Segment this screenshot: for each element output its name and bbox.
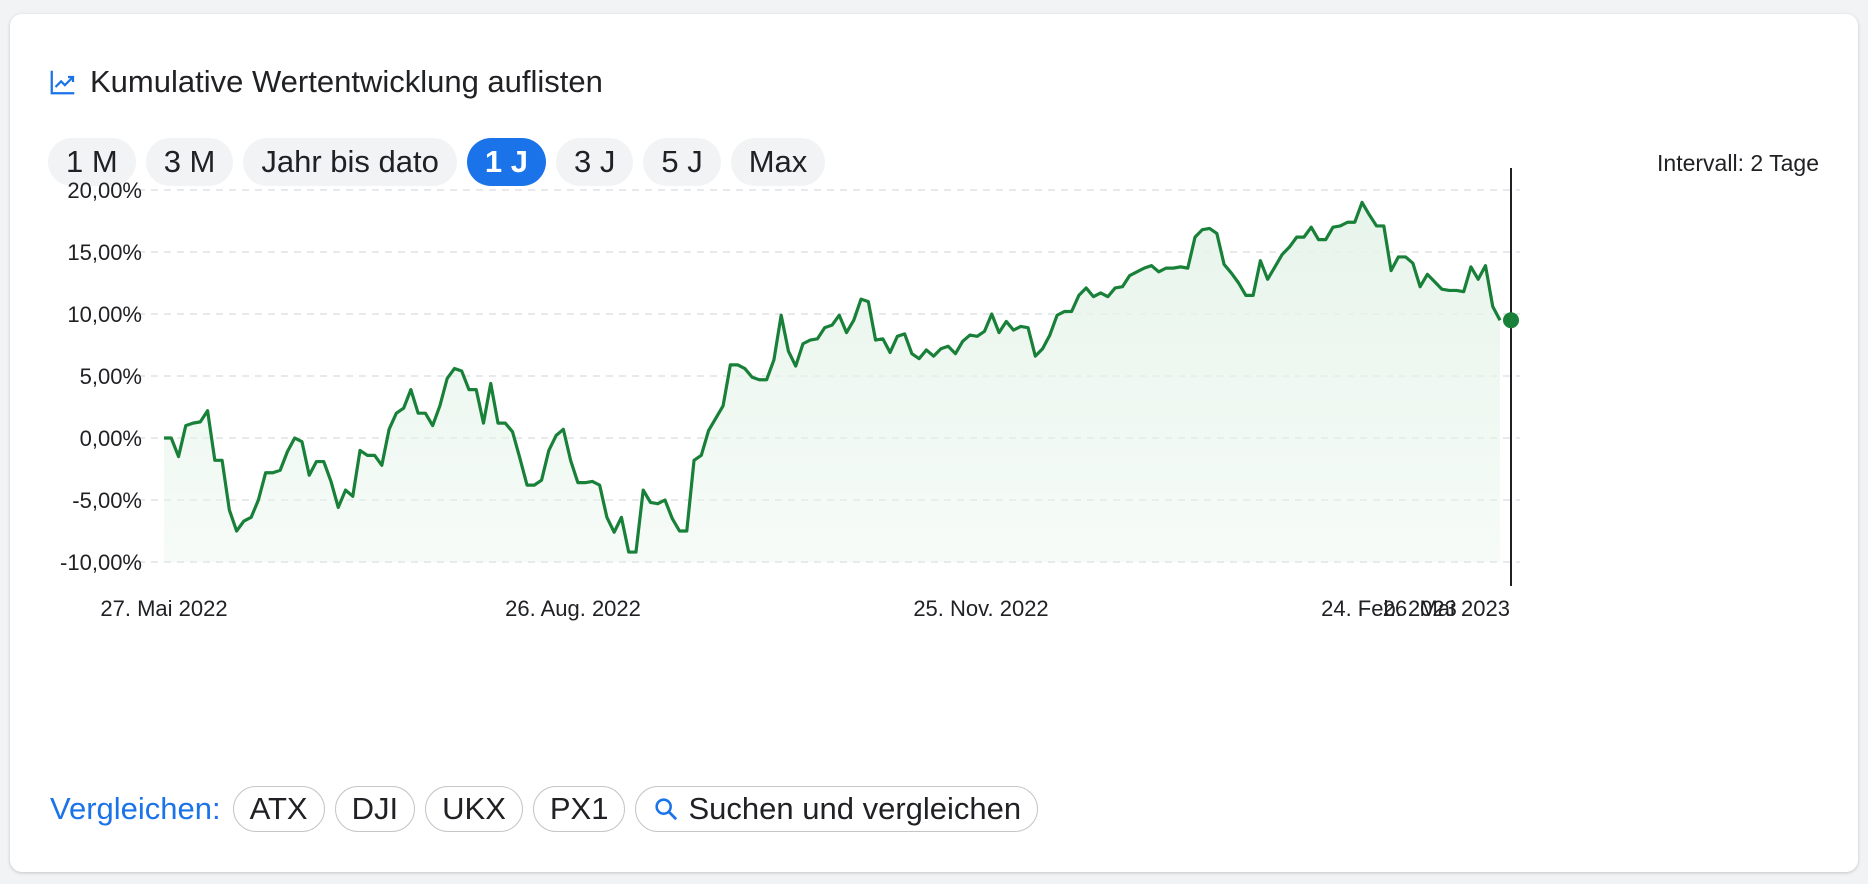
range-3m-button[interactable]: 3 M [145, 138, 234, 186]
y-tick-label: 15,00% [67, 240, 142, 265]
x-tick-label: 27. Mai 2022 [100, 596, 227, 621]
page-title: Kumulative Wertentwicklung auflisten [90, 64, 603, 99]
y-tick-label: 0,00% [80, 426, 142, 451]
performance-card: Kumulative Wertentwicklung auflisten 1 M… [10, 14, 1858, 872]
range-max-button[interactable]: Max [730, 138, 826, 186]
compare-dji-button[interactable]: DJI [334, 786, 416, 832]
search-compare-button[interactable]: Suchen und vergleichen [635, 786, 1039, 832]
x-tick-label: 25. Nov. 2022 [913, 596, 1048, 621]
compare-atx-button[interactable]: ATX [232, 786, 325, 832]
compare-label: Vergleichen: [50, 791, 221, 826]
area-fill [164, 202, 1500, 562]
time-range-selector: 1 M 3 M Jahr bis dato 1 J 3 J 5 J Max [48, 138, 826, 186]
performance-chart[interactable]: 20,00% 15,00% 10,00% 5,00% 0,00% -5,00% -10,00… [10, 14, 1858, 872]
compare-ukx-button[interactable]: UKX [425, 786, 523, 832]
y-tick-label: -5,00% [72, 488, 142, 513]
series-line [164, 200, 1502, 554]
x-tick-label: 24. Feb. 2023 [1321, 596, 1457, 621]
card-header: Kumulative Wertentwicklung auflisten [48, 62, 603, 102]
range-ytd-button[interactable]: Jahr bis dato [243, 138, 457, 186]
interval-label: Intervall: 2 Tage [1657, 150, 1819, 176]
y-tick-label: 5,00% [80, 364, 142, 389]
range-5y-button[interactable]: 5 J [643, 138, 721, 186]
range-1m-button[interactable]: 1 M [48, 138, 136, 186]
range-1y-button[interactable]: 1 J [466, 138, 546, 186]
range-3y-button[interactable]: 3 J [555, 138, 634, 186]
last-value-point [1503, 312, 1519, 329]
x-tick-label: 26. Aug. 2022 [505, 596, 641, 621]
compare-bar: Vergleichen: ATX DJI UKX PX1 Suchen und … [50, 786, 1039, 832]
y-tick-label: 20,00% [67, 178, 142, 203]
compare-px1-button[interactable]: PX1 [532, 786, 626, 832]
search-icon [652, 795, 680, 823]
search-compare-label: Suchen und vergleichen [688, 791, 1022, 826]
y-tick-label: 10,00% [67, 302, 142, 327]
y-tick-label: -10,00% [60, 550, 142, 575]
trending-up-icon [48, 67, 78, 97]
x-tick-label: 26. Mai 2023 [1383, 596, 1510, 621]
